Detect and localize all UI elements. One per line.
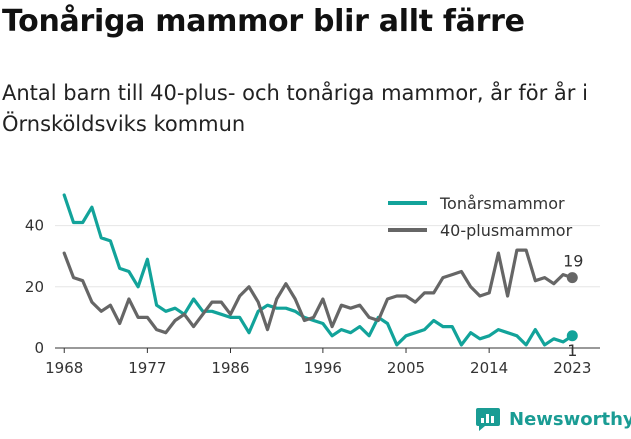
series-layer: 1 19: [62, 193, 583, 360]
y-tick-label: 20: [25, 278, 44, 296]
x-tick-label: 1968: [45, 359, 83, 377]
x-tick-label: 1986: [211, 359, 249, 377]
y-tick-label: 40: [25, 217, 44, 235]
series-line-40-plusmammor: [62, 248, 574, 335]
end-point-tonarsmammor: [566, 330, 578, 342]
legend-label-tonarsmammor: Tonårsmammor: [439, 194, 565, 213]
chart-subtitle: Antal barn till 40-plus- och tonåriga ma…: [2, 81, 588, 136]
x-axis: 1968 1977 1986 1996 2005 2014 2023: [45, 347, 600, 377]
series-line-tonarsmammor: [62, 193, 574, 347]
newsworthy-logo-icon: [476, 408, 500, 431]
legend: Tonårsmammor 40-plusmammor: [388, 194, 573, 240]
end-label-tonarsmammor: 1: [567, 341, 577, 360]
x-tick-label: 1996: [304, 359, 342, 377]
y-axis: 0 20 40: [25, 217, 44, 357]
y-tick-label: 0: [34, 339, 44, 357]
legend-label-40-plusmammor: 40-plusmammor: [440, 221, 573, 240]
chart-title: Tonåriga mammor blir allt färre: [2, 4, 525, 39]
brand-name: Newsworthy: [509, 408, 631, 430]
x-tick-label: 2023: [553, 359, 591, 377]
newsworthy-logo: Newsworthy: [475, 406, 631, 432]
x-tick-label: 1977: [128, 359, 166, 377]
end-label-40-plusmammor: 19: [563, 252, 583, 271]
x-tick-label: 2014: [470, 359, 508, 377]
x-tick-label: 2005: [387, 359, 425, 377]
end-point-40-plusmammor: [566, 272, 578, 284]
